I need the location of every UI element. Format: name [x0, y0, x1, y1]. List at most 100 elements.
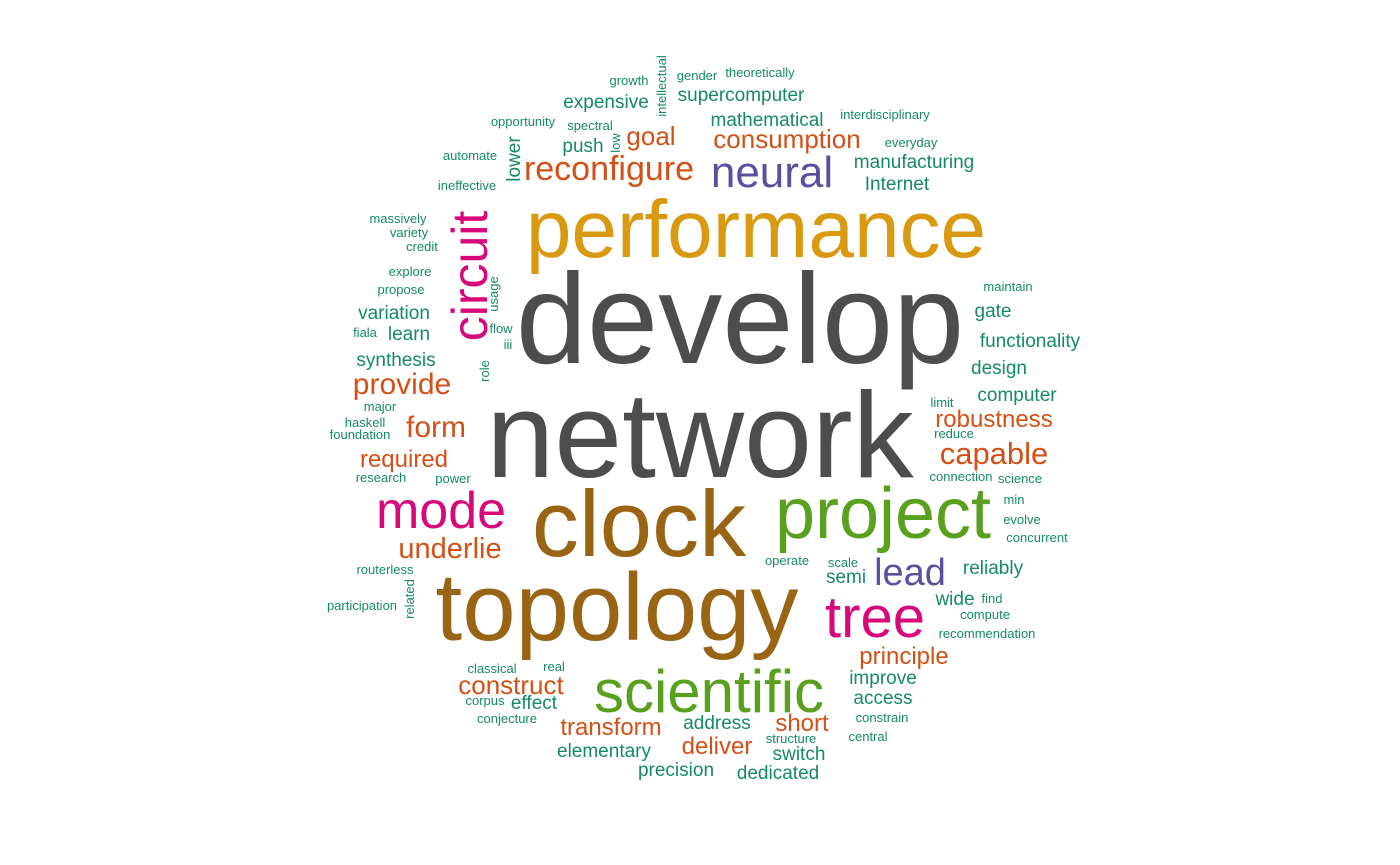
word-haskell: haskell: [345, 415, 386, 430]
word-conjecture: conjecture: [477, 711, 537, 726]
word-access: access: [853, 688, 912, 709]
word-maintain: maintain: [983, 279, 1032, 294]
word-ineffective: ineffective: [438, 178, 496, 193]
word-elementary: elementary: [557, 741, 651, 762]
word-variation: variation: [358, 303, 430, 324]
word-lead: lead: [874, 552, 946, 594]
word-iii: iii: [504, 337, 513, 352]
word-scientific: scientific: [594, 658, 824, 725]
word-semi: semi: [826, 567, 866, 588]
word-address: address: [683, 713, 751, 734]
word-functionality: functionality: [980, 331, 1081, 352]
word-research: research: [356, 470, 407, 485]
word-expensive: expensive: [563, 92, 649, 113]
word-propose: propose: [378, 282, 425, 297]
word-supercomputer: supercomputer: [678, 85, 805, 106]
word-gender: gender: [677, 68, 718, 83]
word-power: power: [435, 471, 471, 486]
word-consumption: consumption: [713, 124, 860, 154]
word-construct: construct: [458, 670, 564, 700]
word-fiala: fiala: [353, 325, 378, 340]
word-goal: goal: [626, 121, 675, 151]
word-operate: operate: [765, 553, 809, 568]
word-routerless: routerless: [356, 562, 414, 577]
word-clock: clock: [532, 471, 747, 576]
word-interdisciplinary: interdisciplinary: [840, 107, 930, 122]
word-massively: massively: [369, 211, 427, 226]
word-tree: tree: [825, 585, 925, 650]
word-everyday: everyday: [885, 135, 938, 150]
word-switch: switch: [773, 744, 826, 765]
word-short: short: [775, 710, 829, 737]
word-credit: credit: [406, 239, 438, 254]
word-concurrent: concurrent: [1006, 530, 1068, 545]
word-wide: wide: [934, 589, 974, 610]
word-performance: performance: [526, 184, 986, 275]
word-required: required: [360, 446, 448, 473]
word-precision: precision: [638, 760, 714, 781]
word-major: major: [364, 399, 397, 414]
word-improve: improve: [849, 668, 917, 689]
word-dedicated: dedicated: [737, 763, 819, 784]
word-lower: lower: [504, 136, 525, 182]
word-low: low: [608, 133, 623, 153]
word-learn: learn: [388, 324, 430, 345]
word-computer: computer: [977, 385, 1057, 406]
word-structure: structure: [766, 731, 817, 746]
word-recommendation: recommendation: [939, 626, 1036, 641]
word-develop: develop: [516, 248, 964, 391]
word-transform: transform: [560, 714, 661, 741]
word-usage: usage: [486, 276, 501, 311]
word-deliver: deliver: [682, 733, 753, 760]
word-opportunity: opportunity: [491, 114, 556, 129]
word-connection: connection: [930, 469, 993, 484]
word-gate: gate: [975, 301, 1012, 322]
word-constrain: constrain: [856, 710, 909, 725]
word-topology: topology: [436, 554, 799, 661]
word-reliably: reliably: [963, 558, 1024, 579]
word-mathematical: mathematical: [711, 110, 824, 131]
word-role: role: [477, 360, 492, 382]
word-synthesis: synthesis: [356, 350, 435, 371]
word-reduce: reduce: [934, 426, 974, 441]
word-project: project: [775, 474, 991, 554]
word-circuit: circuit: [442, 211, 498, 342]
word-form: form: [406, 411, 466, 444]
word-corpus: corpus: [465, 693, 505, 708]
word-robustness: robustness: [935, 406, 1052, 433]
word-design: design: [971, 358, 1027, 379]
word-network: network: [486, 367, 914, 503]
word-intellectual: intellectual: [654, 55, 669, 117]
word-push: push: [562, 136, 603, 157]
word-scale: scale: [828, 555, 858, 570]
word-central: central: [848, 729, 887, 744]
word-Internet: Internet: [865, 174, 930, 195]
word-min: min: [1004, 492, 1025, 507]
word-provide: provide: [353, 368, 451, 401]
word-theoretically: theoretically: [725, 65, 795, 80]
word-manufacturing: manufacturing: [854, 152, 974, 173]
word-effect: effect: [511, 693, 558, 714]
word-variety: variety: [390, 225, 429, 240]
word-evolve: evolve: [1003, 512, 1041, 527]
word-find: find: [982, 591, 1003, 606]
word-reconfigure: reconfigure: [524, 150, 694, 188]
word-flow: flow: [489, 321, 513, 336]
word-compute: compute: [960, 607, 1010, 622]
word-classical: classical: [467, 661, 516, 676]
word-science: science: [998, 471, 1042, 486]
word-related: related: [402, 579, 417, 619]
word-real: real: [543, 659, 565, 674]
word-spectral: spectral: [567, 118, 613, 133]
word-capable: capable: [940, 436, 1049, 471]
word-automate: automate: [443, 148, 497, 163]
word-mode: mode: [376, 482, 506, 540]
word-limit: limit: [930, 395, 953, 410]
word-principle: principle: [859, 643, 948, 670]
word-participation: participation: [327, 598, 397, 613]
word-foundation: foundation: [330, 427, 391, 442]
word-growth: growth: [609, 73, 648, 88]
word-explore: explore: [389, 264, 432, 279]
word-underlie: underlie: [398, 533, 501, 565]
